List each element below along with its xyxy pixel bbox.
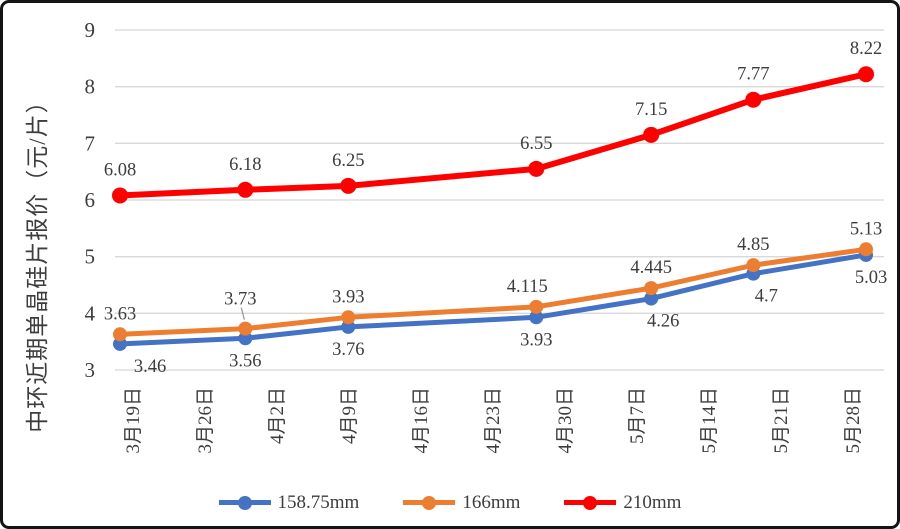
data-point-marker-210mm: [528, 160, 545, 177]
data-label-158.75mm: 3.56: [229, 351, 261, 371]
data-label-158.75mm: 3.93: [520, 330, 552, 350]
data-label-210mm: 8.22: [850, 39, 882, 59]
x-tick-label: 4月9日: [339, 387, 360, 444]
data-label-166mm: 3.93: [332, 287, 364, 307]
data-point-marker-166mm: [859, 242, 873, 257]
x-tick-label: 3月19日: [123, 387, 144, 454]
legend-label: 166mm: [462, 492, 521, 513]
data-point-marker-166mm: [341, 310, 356, 325]
y-tick-label: 7: [85, 131, 96, 155]
y-tick-label: 6: [85, 188, 96, 212]
data-point-marker-158.75mm: [341, 319, 356, 334]
x-tick-label: 5月28日: [843, 387, 864, 454]
x-tick-label: 5月14日: [699, 387, 720, 454]
legend-item-166mm: 166mm: [403, 493, 520, 512]
x-tick-label: 4月16日: [411, 387, 432, 454]
y-tick-label: 5: [85, 245, 96, 269]
data-label-158.75mm: 3.76: [332, 340, 364, 360]
data-label-210mm: 6.08: [104, 160, 136, 180]
data-label-166mm: 4.115: [507, 277, 548, 297]
data-label-166mm: 3.63: [104, 304, 136, 324]
data-label-158.75mm: 3.46: [134, 357, 166, 377]
data-label-210mm: 7.15: [635, 100, 667, 120]
legend-swatch-icon: [403, 495, 456, 510]
data-point-marker-166mm: [113, 327, 127, 342]
x-tick-label: 4月23日: [483, 387, 504, 454]
x-tick-label: 5月7日: [627, 387, 648, 444]
data-label-210mm: 6.55: [520, 134, 552, 154]
data-point-marker-166mm: [529, 299, 544, 314]
x-tick-label: 5月21日: [771, 387, 792, 454]
y-tick-label: 8: [85, 75, 96, 99]
data-label-210mm: 6.25: [332, 151, 364, 171]
data-point-marker-210mm: [745, 91, 762, 108]
legend-item-158.75mm: 158.75mm: [218, 492, 360, 513]
y-axis-title: 中环近期单晶硅片报价（元/片）: [25, 89, 50, 432]
label-leader-line: [240, 307, 245, 320]
data-point-marker-166mm: [238, 321, 253, 336]
y-tick-label: 9: [85, 18, 96, 42]
data-label-166mm: 3.73: [224, 290, 256, 310]
data-point-marker-166mm: [746, 258, 761, 273]
data-point-marker-166mm: [644, 281, 659, 296]
legend-dot-icon: [583, 495, 598, 510]
x-tick-label: 3月26日: [195, 387, 216, 454]
legend-swatch-icon: [564, 495, 617, 510]
data-label-166mm: 5.13: [850, 219, 882, 239]
data-point-marker-158.75mm: [529, 310, 544, 325]
chart-legend: 158.75mm 166mm 210mm: [3, 493, 897, 512]
y-tick-label: 4: [85, 301, 96, 325]
wafer-price-line-chart: 3 4 5 6 7 8 9 中环近期单晶硅片报价（元/片） 3月19日 3月26日 4月2日 4月9日…: [25, 18, 887, 454]
data-point-marker-210mm: [112, 187, 128, 204]
data-point-marker-210mm: [858, 66, 874, 83]
data-point-marker-158.75mm: [113, 336, 127, 351]
data-point-marker-210mm: [340, 177, 357, 194]
legend-label: 210mm: [623, 492, 682, 513]
data-label-158.75mm: 4.26: [647, 312, 679, 332]
data-point-marker-158.75mm: [644, 291, 659, 306]
y-tick-label: 3: [85, 358, 96, 382]
data-label-210mm: 7.77: [737, 65, 769, 85]
data-label-166mm: 4.85: [737, 235, 769, 255]
x-tick-label: 4月2日: [267, 387, 288, 444]
x-tick-label: 4月30日: [555, 387, 576, 454]
data-point-marker-158.75mm: [238, 331, 253, 346]
data-point-marker-210mm: [237, 181, 254, 198]
data-label-158.75mm: 4.7: [755, 287, 778, 307]
data-label-210mm: 6.18: [229, 155, 261, 175]
legend-label: 158.75mm: [277, 492, 360, 513]
data-label-166mm: 4.445: [630, 258, 672, 278]
legend-swatch-icon: [218, 495, 271, 510]
data-point-marker-210mm: [643, 126, 660, 143]
legend-dot-icon: [422, 495, 437, 510]
legend-dot-icon: [237, 495, 252, 510]
data-label-158.75mm: 5.03: [855, 268, 887, 288]
legend-item-210mm: 210mm: [564, 493, 681, 512]
